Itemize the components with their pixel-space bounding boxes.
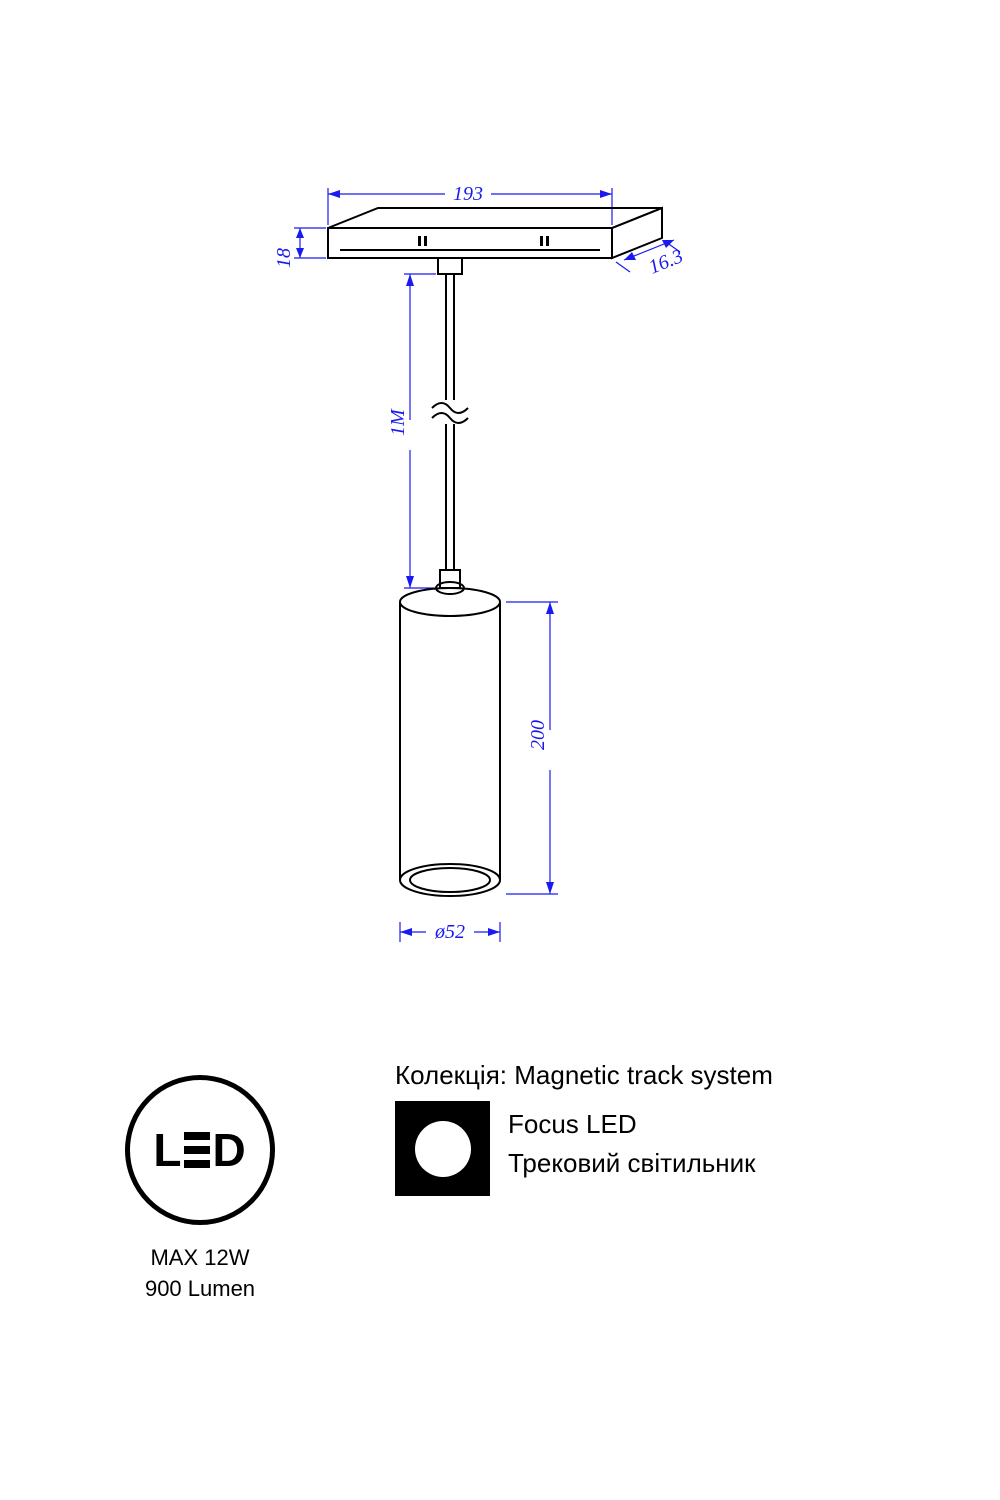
svg-text:200: 200 [527, 720, 549, 750]
connector-stub [438, 258, 462, 400]
dim-cable: 1M [387, 274, 436, 588]
collection-name: Magnetic track system [514, 1060, 773, 1090]
cable-break [430, 400, 470, 424]
collection-label: Колекція: [395, 1060, 507, 1090]
led-circle-icon: L D [125, 1075, 275, 1225]
dim-depth: 16.3 [616, 240, 686, 279]
product-line: Focus LED [508, 1105, 756, 1144]
cable-lower [436, 424, 464, 594]
dim-height-mount: 18 [273, 228, 326, 268]
led-wattage: MAX 12W [125, 1243, 275, 1274]
cylinder-body [400, 588, 500, 896]
svg-text:18: 18 [273, 248, 295, 268]
led-e-glyph [184, 1132, 210, 1168]
led-label: L D [153, 1127, 246, 1173]
svg-text:16.3: 16.3 [646, 245, 687, 279]
led-lumen: 900 Lumen [125, 1274, 275, 1305]
led-badge: L D MAX 12W 900 Lumen [125, 1075, 275, 1305]
svg-text:1M: 1M [387, 408, 409, 436]
dimension-diagram: 193 18 [250, 150, 750, 970]
led-spec: MAX 12W 900 Lumen [125, 1243, 275, 1305]
collection-title: Колекція: Magnetic track system [395, 1060, 945, 1091]
svg-text:193: 193 [453, 183, 483, 205]
finish-swatch-icon [395, 1101, 490, 1196]
dim-diameter: ø52 [400, 920, 500, 943]
diagram-svg: 193 18 [250, 150, 750, 970]
svg-text:ø52: ø52 [434, 921, 465, 943]
dim-width-top: 193 [328, 182, 612, 225]
product-type: Трековий світильник [508, 1144, 756, 1183]
product-info: Focus LED Трековий світильник [508, 1101, 756, 1183]
dim-cyl-height: 200 [506, 602, 560, 894]
collection-block: Колекція: Magnetic track system Focus LE… [395, 1060, 945, 1196]
